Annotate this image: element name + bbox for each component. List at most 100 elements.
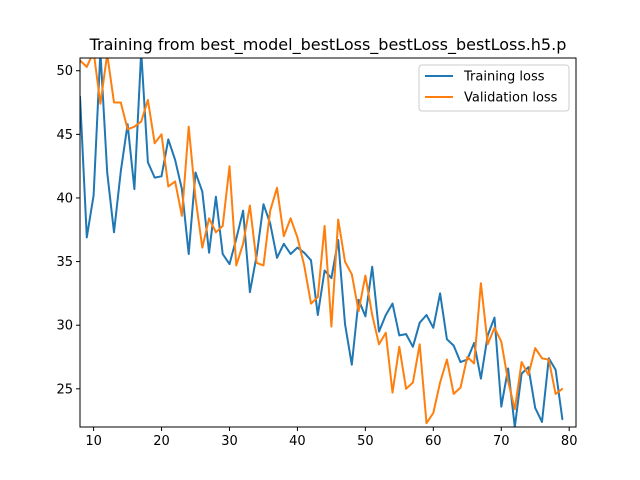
data-point-training-loss [351, 363, 353, 366]
y-tick-label: 25 [56, 382, 73, 397]
data-point-training-loss [452, 344, 455, 347]
data-point-validation-loss [126, 128, 129, 131]
data-point-training-loss [283, 243, 285, 245]
legend-label-training: Training loss [463, 70, 545, 85]
data-point-training-loss [249, 291, 251, 293]
data-point-validation-loss [371, 314, 374, 316]
data-point-training-loss [208, 251, 210, 254]
data-point-training-loss [317, 314, 319, 316]
data-point-training-loss [554, 368, 557, 371]
data-point-validation-loss [228, 165, 231, 167]
data-point-training-loss [459, 361, 462, 363]
legend-label-validation: Validation loss [464, 91, 558, 106]
data-point-training-loss [92, 194, 95, 197]
data-point-validation-loss [459, 386, 462, 389]
data-point-validation-loss [466, 356, 469, 358]
data-point-validation-loss [507, 380, 509, 383]
data-point-training-loss [296, 246, 299, 249]
y-tick-label: 40 [56, 191, 73, 206]
data-point-training-loss [289, 253, 292, 255]
data-point-training-loss [378, 330, 380, 333]
data-point-validation-loss [500, 340, 503, 343]
data-point-validation-loss [554, 393, 557, 395]
x-axis: 10 20 30 40 50 60 70 80 [85, 427, 577, 449]
data-point-training-loss [262, 203, 265, 206]
data-point-validation-loss [534, 347, 536, 349]
y-axis: 25 30 35 40 45 50 [56, 64, 80, 397]
data-point-validation-loss [235, 264, 238, 267]
series-layer [80, 58, 564, 427]
data-point-training-loss [147, 161, 149, 164]
data-point-validation-loss [514, 408, 516, 411]
data-point-validation-loss [269, 209, 272, 212]
data-point-validation-loss [541, 357, 543, 360]
data-point-validation-loss [418, 343, 421, 346]
data-point-training-loss [412, 346, 414, 348]
data-point-training-loss [473, 342, 475, 344]
x-tick-label: 80 [561, 434, 578, 449]
data-point-training-loss [561, 418, 564, 421]
data-point-training-loss [364, 315, 367, 318]
data-point-training-loss [344, 323, 346, 325]
data-point-validation-loss [337, 218, 340, 221]
data-point-validation-loss [208, 217, 210, 220]
data-point-training-loss [160, 175, 163, 178]
data-point-training-loss [106, 171, 108, 174]
chart-title: Training from best_model_bestLoss_bestLo… [89, 35, 567, 55]
data-point-training-loss [527, 366, 530, 369]
data-point-training-loss [113, 231, 115, 234]
data-point-training-loss [520, 372, 523, 375]
data-point-validation-loss [486, 343, 489, 346]
data-point-validation-loss [351, 273, 353, 276]
data-point-training-loss [330, 277, 333, 279]
data-point-training-loss [405, 333, 407, 335]
data-point-validation-loss [187, 125, 190, 128]
x-tick-label: 40 [289, 434, 306, 449]
data-point-validation-loss [548, 358, 550, 361]
data-point-validation-loss [133, 125, 136, 128]
x-tick-label: 30 [221, 434, 238, 449]
data-point-training-loss [534, 407, 536, 409]
legend-box [418, 64, 570, 112]
data-point-validation-loss [262, 264, 265, 267]
data-point-training-loss [228, 263, 231, 265]
data-point-validation-loss [276, 187, 278, 189]
data-point-validation-loss [174, 180, 176, 183]
data-point-validation-loss [289, 217, 292, 220]
data-point-validation-loss [249, 204, 251, 207]
data-point-training-loss [303, 251, 306, 254]
data-point-training-loss [269, 222, 272, 225]
data-point-validation-loss [425, 422, 428, 425]
data-point-training-loss [310, 259, 312, 262]
data-point-validation-loss [113, 101, 115, 104]
data-point-validation-loss [215, 231, 217, 234]
data-point-training-loss [541, 421, 543, 423]
data-point-validation-loss [167, 185, 170, 188]
data-point-validation-loss [153, 142, 156, 145]
data-point-validation-loss [323, 225, 326, 227]
data-point-validation-loss [357, 310, 360, 313]
data-point-validation-loss [452, 393, 455, 395]
data-point-validation-loss [160, 133, 163, 136]
data-point-validation-loss [120, 101, 122, 104]
data-point-training-loss [235, 237, 238, 240]
data-point-validation-loss [405, 388, 407, 390]
data-point-training-loss [86, 236, 88, 239]
data-point-validation-loss [242, 243, 244, 245]
x-tick-label: 60 [425, 434, 442, 449]
data-point-training-loss [153, 176, 156, 179]
data-point-validation-loss [480, 282, 482, 285]
data-point-validation-loss [432, 412, 435, 414]
plot-frame [79, 57, 577, 428]
data-point-validation-loss [527, 374, 530, 376]
data-point-validation-loss [385, 332, 387, 334]
x-tick-label: 50 [357, 434, 374, 449]
data-point-validation-loss [221, 225, 224, 227]
data-point-validation-loss [520, 361, 523, 363]
data-point-validation-loss [561, 388, 564, 390]
data-point-training-loss [493, 316, 496, 319]
data-point-validation-loss [493, 327, 496, 329]
data-point-validation-loss [446, 358, 448, 361]
data-point-training-loss [181, 188, 183, 190]
